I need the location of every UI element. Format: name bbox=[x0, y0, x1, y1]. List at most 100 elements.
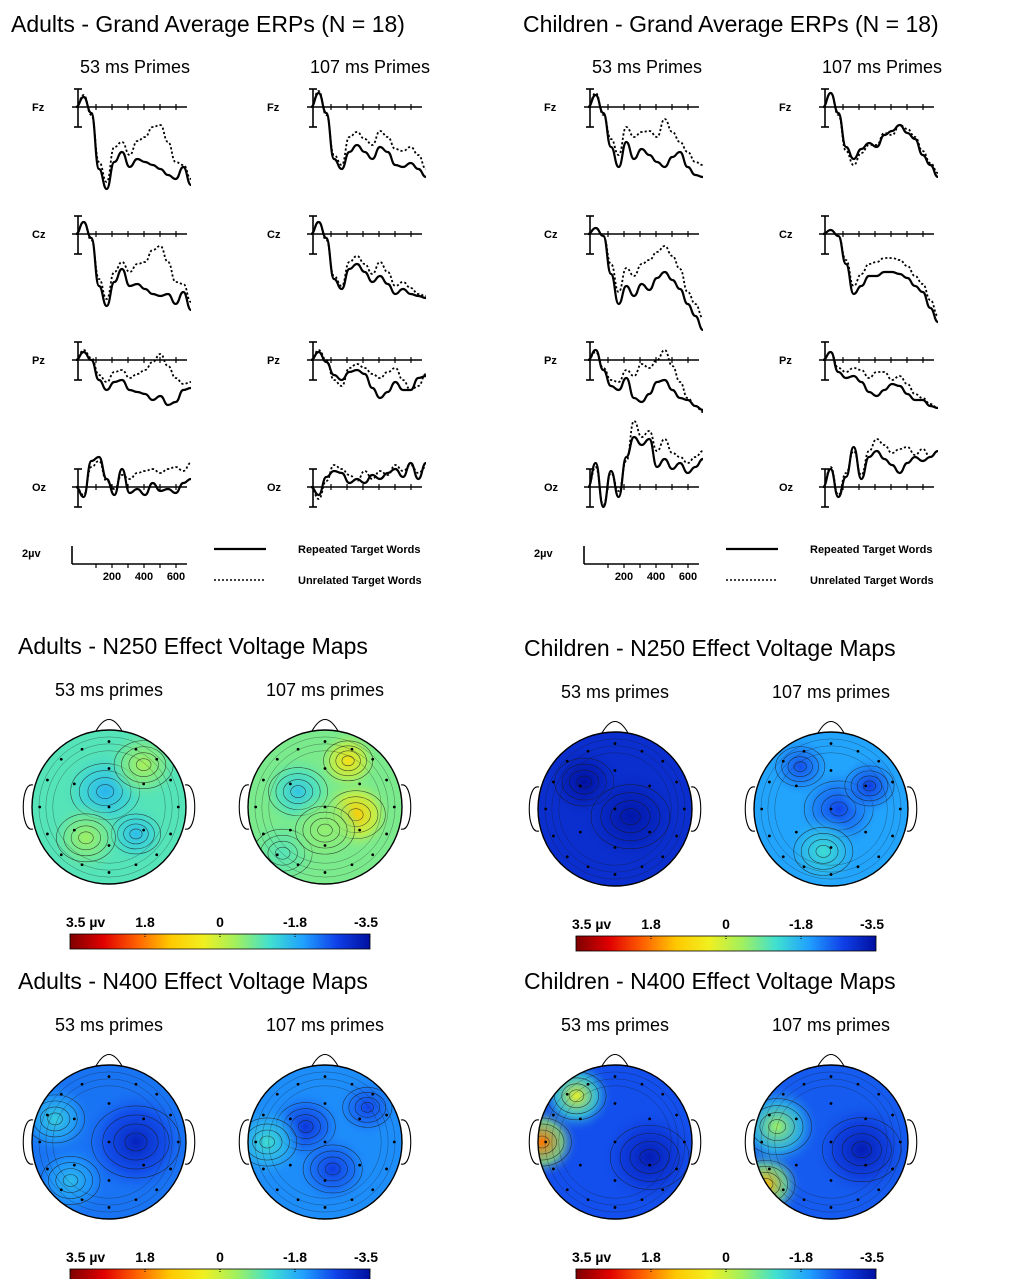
contour-line bbox=[800, 833, 846, 870]
right-ear bbox=[184, 784, 196, 830]
electrode-dot bbox=[552, 1167, 555, 1171]
head-map bbox=[744, 1053, 918, 1220]
adults-n250-group: Adults - N250 Effect Voltage Maps 53 ms p… bbox=[18, 633, 412, 950]
left-ear bbox=[744, 1119, 756, 1165]
contour-line bbox=[302, 1144, 363, 1194]
contour-line bbox=[123, 823, 149, 845]
electrode-dot bbox=[46, 832, 49, 836]
voltage-blob bbox=[48, 800, 123, 875]
electrode-dot bbox=[296, 1082, 300, 1086]
waveform-repeated-oz bbox=[822, 445, 939, 499]
amplitude-scale-label: 2µv bbox=[22, 548, 41, 560]
electrode-dot bbox=[781, 1092, 785, 1096]
waveform-unrelated-oz bbox=[75, 460, 192, 496]
nose bbox=[311, 718, 339, 732]
left-ear bbox=[528, 786, 540, 832]
right-ear bbox=[690, 786, 702, 832]
contour-line bbox=[576, 775, 592, 789]
electrode-dot bbox=[371, 853, 375, 857]
contour-line bbox=[302, 811, 348, 849]
electrode-dot bbox=[371, 757, 375, 761]
electrode-dot bbox=[350, 863, 354, 867]
contour-line bbox=[290, 785, 306, 798]
waveform-repeated-cz bbox=[822, 228, 939, 324]
electrode-dot bbox=[613, 1075, 617, 1078]
contour-line bbox=[781, 751, 819, 782]
time-tick-label: 600 bbox=[679, 571, 697, 583]
electrode-dot bbox=[288, 828, 292, 832]
contour-line bbox=[558, 1085, 672, 1199]
voltage-blob bbox=[539, 1065, 614, 1133]
contour-line bbox=[55, 1168, 86, 1193]
contour-line bbox=[551, 1078, 679, 1206]
contour-line bbox=[787, 756, 813, 777]
electrode-dot bbox=[142, 782, 146, 786]
electrode-dot bbox=[794, 830, 798, 834]
nose bbox=[601, 1053, 629, 1067]
nose bbox=[95, 718, 123, 732]
electrode-dot bbox=[648, 1117, 652, 1121]
electrode-dot bbox=[80, 1198, 84, 1202]
electrode-dot bbox=[891, 1167, 894, 1171]
waveform-unrelated-fz bbox=[310, 90, 427, 170]
electrode-dot bbox=[829, 1102, 833, 1105]
map-title: 107 ms primes bbox=[772, 1015, 890, 1035]
electrode-dot bbox=[856, 1082, 860, 1086]
colorbar-label: -3.5 bbox=[354, 914, 378, 930]
electrode-dot bbox=[640, 865, 644, 869]
electrode-dot bbox=[640, 1198, 644, 1202]
electrode-dot bbox=[565, 855, 569, 859]
map-title: 107 ms primes bbox=[266, 1015, 384, 1035]
electrode-label-fz: Fz bbox=[544, 102, 557, 114]
electrode-dot bbox=[640, 1082, 644, 1086]
voltage-blob bbox=[600, 1108, 692, 1207]
electrode-dot bbox=[46, 1167, 49, 1171]
colorbar: 3.5 µv 1.8 0 -1.8 -3.5 bbox=[572, 1249, 884, 1279]
nose bbox=[95, 1053, 123, 1067]
contour-line bbox=[844, 765, 895, 807]
waveform-unrelated-fz bbox=[822, 92, 939, 174]
left-ear bbox=[238, 1119, 250, 1165]
electrode-dot bbox=[586, 1082, 590, 1086]
electrode-dot bbox=[661, 1188, 665, 1192]
electrode-label-cz: Cz bbox=[267, 229, 281, 241]
electrode-dot bbox=[350, 1082, 354, 1086]
contour-line bbox=[52, 750, 166, 864]
contour-line bbox=[63, 819, 109, 857]
map-title: 53 ms primes bbox=[55, 1015, 163, 1035]
electrode-dot bbox=[661, 759, 665, 763]
head-outline bbox=[31, 1064, 187, 1220]
electrode-dot bbox=[578, 830, 582, 834]
electrode-label-fz: Fz bbox=[267, 102, 280, 114]
electrode-dot bbox=[781, 1188, 785, 1192]
contour-line bbox=[808, 839, 839, 864]
electrode-dot bbox=[829, 1206, 833, 1209]
head-outline bbox=[31, 729, 187, 885]
electrode-dot bbox=[565, 1188, 569, 1192]
electrode-dot bbox=[107, 1102, 111, 1105]
contour-line bbox=[52, 1085, 166, 1199]
left-ear bbox=[22, 1119, 34, 1165]
electrode-dot bbox=[59, 1092, 63, 1096]
nose bbox=[817, 720, 845, 734]
contour-line bbox=[325, 1162, 341, 1176]
electrode-dot bbox=[46, 1113, 49, 1117]
legend-unrelated-label: Unrelated Target Words bbox=[298, 575, 422, 587]
electrode-label-cz: Cz bbox=[779, 229, 793, 241]
electrode-dot bbox=[565, 1092, 569, 1096]
contour-line bbox=[282, 779, 314, 804]
panel-title: 107 ms Primes bbox=[822, 57, 942, 77]
contour-line bbox=[620, 808, 641, 826]
electrode-dot bbox=[877, 855, 881, 859]
electrode-dot bbox=[275, 1188, 279, 1192]
waveform-unrelated-oz bbox=[822, 438, 939, 496]
contour-line bbox=[47, 1112, 63, 1126]
contour-line bbox=[129, 828, 143, 840]
colorbar-label: 3.5 µv bbox=[572, 1249, 611, 1265]
electrode-dot bbox=[891, 780, 894, 784]
electrode-dot bbox=[275, 853, 279, 857]
electrode-dot bbox=[107, 1140, 111, 1144]
waveform-unrelated-cz bbox=[75, 221, 192, 303]
electrode-dot bbox=[864, 1163, 868, 1167]
right-ear bbox=[400, 1119, 412, 1165]
